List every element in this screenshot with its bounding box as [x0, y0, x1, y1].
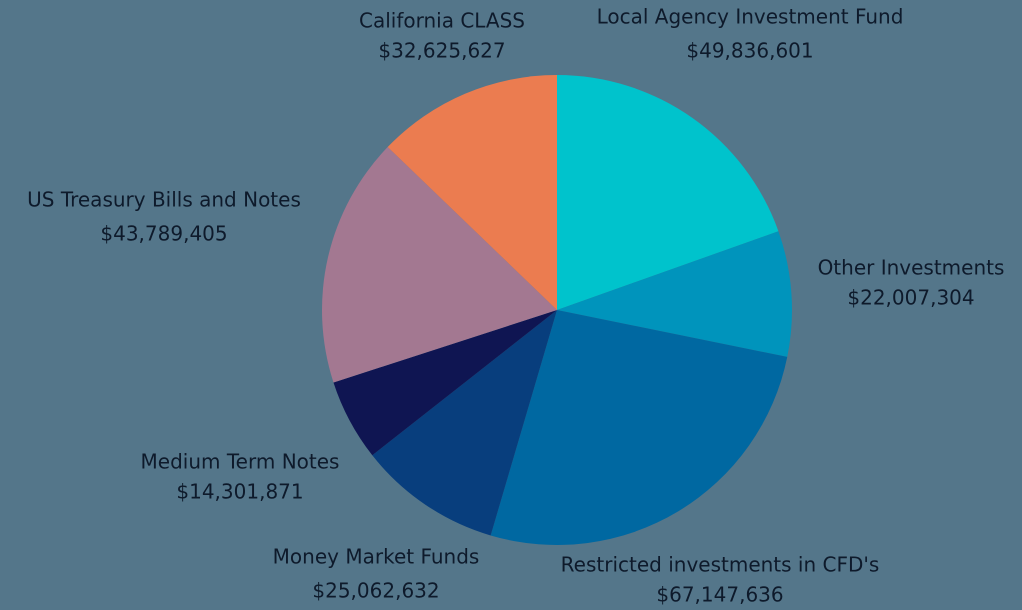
slice-value-label: $43,789,405: [100, 222, 227, 246]
pie-slice: [490, 310, 788, 545]
pie-slice: [321, 147, 557, 383]
slice-value-label: $49,836,601: [686, 39, 813, 63]
pie-slice: [333, 310, 557, 456]
slice-label: Money Market Funds: [273, 545, 480, 569]
slice-value-label: $14,301,871: [176, 480, 303, 504]
pie-slice: [557, 231, 792, 357]
slice-value-label: $25,062,632: [312, 579, 439, 603]
pie-slice: [387, 75, 557, 310]
slice-value-label: $32,625,627: [378, 39, 505, 63]
slice-label: Restricted investments in CFD's: [561, 553, 880, 577]
slice-label: California CLASS: [359, 9, 525, 33]
slice-label: Local Agency Investment Fund: [597, 5, 904, 29]
pie-slice: [557, 75, 779, 310]
slice-label: US Treasury Bills and Notes: [27, 188, 301, 212]
slice-label: Other Investments: [818, 256, 1005, 280]
pie-slice: [372, 310, 557, 536]
slice-value-label: $67,147,636: [656, 583, 783, 607]
slice-value-label: $22,007,304: [847, 286, 974, 310]
slice-label: Medium Term Notes: [141, 450, 340, 474]
